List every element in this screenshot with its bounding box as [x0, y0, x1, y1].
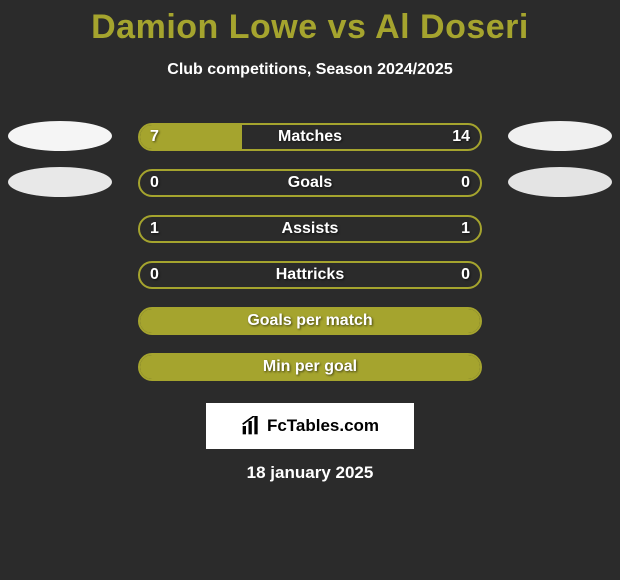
stat-row: Min per goal [0, 345, 620, 391]
player-flag-right [508, 167, 612, 197]
player-flag-left [8, 167, 112, 197]
comparison-chart: Matches714Goals00Assists11Hattricks00Goa… [0, 115, 620, 391]
stat-row: Matches714 [0, 115, 620, 161]
bar-left [140, 125, 242, 149]
bar-track [138, 215, 482, 243]
chart-icon [241, 416, 261, 436]
player-flag-right [508, 121, 612, 151]
watermark: FcTables.com [206, 403, 414, 449]
bar-track [138, 123, 482, 151]
bar-track [138, 261, 482, 289]
bar-track [138, 307, 482, 335]
watermark-text: FcTables.com [267, 416, 379, 436]
stat-row: Hattricks00 [0, 253, 620, 299]
bar-track [138, 169, 482, 197]
player-flag-left [8, 121, 112, 151]
bar-left [140, 355, 480, 379]
subtitle: Club competitions, Season 2024/2025 [0, 61, 620, 79]
stat-row: Goals00 [0, 161, 620, 207]
stat-row: Assists11 [0, 207, 620, 253]
date-label: 18 january 2025 [0, 463, 620, 483]
bar-left [140, 309, 480, 333]
stat-row: Goals per match [0, 299, 620, 345]
page-title: Damion Lowe vs Al Doseri [0, 0, 620, 47]
bar-track [138, 353, 482, 381]
